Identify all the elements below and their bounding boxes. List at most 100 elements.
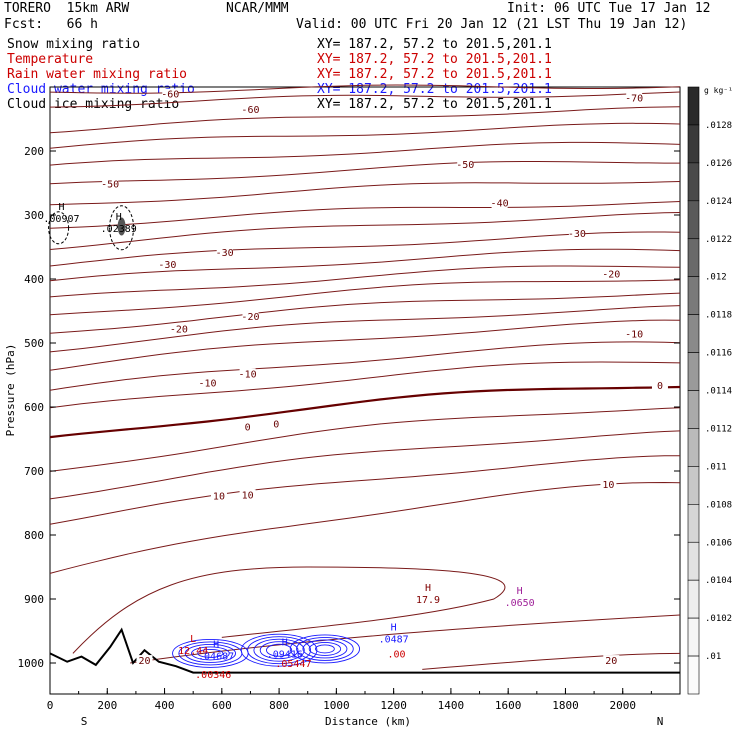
temperature-isoline xyxy=(49,292,681,334)
x-end-left: S xyxy=(81,715,88,728)
extremum-mark: H xyxy=(425,583,431,594)
colorbar-swatch xyxy=(687,86,700,126)
cloud-water-contour xyxy=(308,641,342,656)
y-tick-label: 700 xyxy=(24,465,44,478)
colorbar-label: .0116 xyxy=(705,349,732,359)
temperature-contours xyxy=(49,84,681,674)
temperature-label: -70 xyxy=(625,94,643,105)
x-tick-label: 600 xyxy=(212,699,232,712)
extremum-value: .00346 xyxy=(195,670,231,681)
label-backdrop xyxy=(242,310,259,322)
temperature-label: -20 xyxy=(602,270,620,281)
temperature-isoline xyxy=(49,341,681,391)
temperature-label: 10 xyxy=(242,490,254,501)
y-tick-label: 600 xyxy=(24,401,44,414)
colorbar-swatch xyxy=(687,504,700,543)
y-tick-label: 500 xyxy=(24,337,44,350)
cloud-ice-contour xyxy=(109,205,135,251)
temperature-label: 0 xyxy=(245,422,251,433)
label-backdrop xyxy=(626,92,643,104)
legend-cloud-ice-xy: XY= 187.2, 57.2 to 201.5,201.1 xyxy=(317,97,552,112)
label-backdrop xyxy=(600,479,617,491)
temperature-isoline xyxy=(49,141,681,166)
cloud-water-contour xyxy=(191,646,230,661)
colorbar-label: .012 xyxy=(705,273,727,283)
colorbar-swatch xyxy=(687,124,700,164)
temperature-label: 0 xyxy=(273,419,279,430)
temperature-label: -60 xyxy=(161,90,179,101)
colorbar-swatch xyxy=(687,390,700,429)
cloud-ice-shade xyxy=(117,217,126,236)
colorbar-swatch xyxy=(687,466,700,505)
extremum-value: 17.9 xyxy=(416,595,440,606)
legend-temperature-xy: XY= 187.2, 57.2 to 201.5,201.1 xyxy=(317,52,552,67)
temperature-label: -10 xyxy=(625,330,643,341)
cloud-water-contour xyxy=(259,641,299,660)
temperature-isoline xyxy=(49,279,681,316)
cloud-water-contour xyxy=(266,643,293,657)
temperature-isoline xyxy=(49,481,681,574)
extremum-value: .09416 xyxy=(267,649,303,660)
colorbar-label: .0102 xyxy=(705,614,732,624)
extremum-value: .02389 xyxy=(101,224,137,235)
temperature-isoline xyxy=(49,407,681,472)
colorbar-label: .0128 xyxy=(705,121,732,131)
x-tick-label: 2000 xyxy=(609,699,636,712)
extremum-value: .05447 xyxy=(275,659,311,670)
colorbar-swatch xyxy=(687,352,700,391)
extremum-mark: H xyxy=(282,637,288,648)
label-backdrop xyxy=(102,178,119,190)
label-backdrop xyxy=(159,258,176,270)
colorbar-swatch xyxy=(687,655,700,695)
cloud-water-contour xyxy=(296,636,354,661)
colorbar-swatch xyxy=(687,428,700,467)
y-axis-label: Pressure (hPa) xyxy=(4,344,17,437)
label-backdrop xyxy=(603,655,620,667)
colorbar-swatch xyxy=(687,617,700,657)
extremum-mark: H xyxy=(116,212,122,223)
label-backdrop xyxy=(210,490,227,502)
extremum-mark: H xyxy=(213,639,219,650)
temperature-label: -20 xyxy=(241,312,259,323)
legend-cloud-water-xy: XY= 187.2, 57.2 to 201.5,201.1 xyxy=(317,82,552,97)
temperature-isoline xyxy=(49,305,681,353)
temperature-isoline xyxy=(49,161,680,185)
temperature-isoline xyxy=(49,201,681,229)
x-tick-label: 200 xyxy=(97,699,117,712)
cloud-water-contour xyxy=(247,636,312,665)
center-title: NCAR/MMM xyxy=(226,1,289,16)
label-backdrop xyxy=(268,418,285,430)
label-backdrop xyxy=(651,379,668,391)
x-tick-label: 1400 xyxy=(438,699,465,712)
temperature-isoline xyxy=(49,361,681,409)
cloud-ice-contour xyxy=(48,211,70,245)
temperature-isoline xyxy=(49,212,681,250)
extremum-mark: L xyxy=(190,634,196,645)
label-backdrop xyxy=(242,104,259,116)
colorbar-label: .01 xyxy=(705,652,721,662)
extrema-labels: H.00907 H.02389H17.9H.0650H.0487.00L12.44… xyxy=(43,202,534,681)
temperature-label: -30 xyxy=(568,229,586,240)
temperature-label: -60 xyxy=(241,105,259,116)
extremum-mark: H xyxy=(517,586,523,597)
temperature-isoline xyxy=(49,319,681,371)
label-backdrop xyxy=(457,159,474,171)
extremum-value: .0487 xyxy=(379,635,409,646)
warm-isoline xyxy=(72,566,506,654)
y-tick-label: 200 xyxy=(24,145,44,158)
forecast-hour: Fcst: 66 h xyxy=(4,17,98,32)
colorbar-label: .0114 xyxy=(705,387,732,397)
colorbar-label: .0122 xyxy=(705,235,732,245)
x-tick-label: 0 xyxy=(47,699,54,712)
temperature-isoline xyxy=(49,248,681,282)
temperature-label: 10 xyxy=(602,480,614,491)
extremum-value: .04687 xyxy=(198,651,234,662)
cloud-water-contour xyxy=(253,638,305,662)
colorbar-unit: g kg⁻¹ xyxy=(704,86,733,95)
label-backdrop xyxy=(239,421,256,433)
temperature-label: -30 xyxy=(158,260,176,271)
x-end-right: N xyxy=(657,715,664,728)
x-tick-label: 1200 xyxy=(380,699,407,712)
warm-isoline xyxy=(130,614,681,664)
temperature-isoline xyxy=(49,181,681,206)
